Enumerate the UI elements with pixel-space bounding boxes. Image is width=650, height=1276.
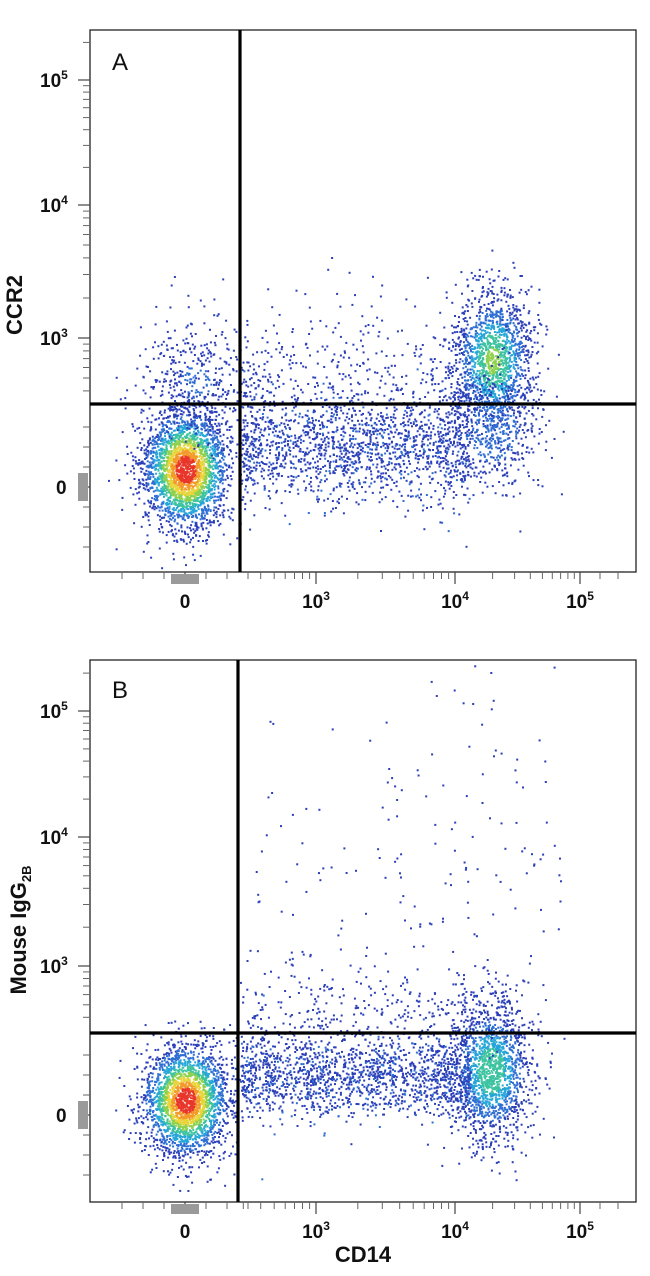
y-tick-base: 10	[40, 957, 61, 978]
x-tick-base: 10	[302, 592, 323, 613]
x-tick-label: 0	[180, 592, 191, 613]
dot-cluster-negative-population	[115, 1020, 263, 1192]
panel-b-x-axis-title: CD14	[335, 1242, 392, 1267]
y-tick-base: 0	[56, 1106, 67, 1127]
y-tick-label: 103	[40, 326, 68, 350]
y-tick-base: 10	[40, 71, 61, 92]
y-tick-label: 0	[56, 1106, 67, 1127]
x-tick-base: 10	[566, 1222, 587, 1243]
panel-b-y-axis-title-sub: 2B	[19, 865, 34, 882]
x-tick-exponent: 4	[462, 1219, 469, 1233]
x-tick-label: 104	[441, 1219, 469, 1243]
y-tick-label: 103	[40, 954, 68, 978]
x-tick-label: 105	[566, 1219, 594, 1243]
x-tick-exponent: 5	[587, 1219, 594, 1233]
dot-cluster-sparse-high-events	[255, 695, 562, 1154]
y-tick-base: 10	[40, 329, 61, 350]
x-tick-label: 104	[441, 589, 469, 613]
y-tick-exponent: 4	[61, 825, 68, 839]
panel-a-letter: A	[112, 49, 128, 76]
x-tick-base: 10	[441, 592, 462, 613]
x-tick-base: 10	[441, 1222, 462, 1243]
y-axis-zero-marker	[78, 473, 88, 501]
dot-cluster-negative-population	[108, 371, 271, 570]
y-tick-base: 0	[56, 478, 67, 499]
dot-cluster-intermediate-band	[240, 994, 472, 1181]
dot-cluster-sparse-top-events	[385, 665, 561, 933]
x-tick-base: 0	[180, 592, 191, 613]
panel-b-plot-frame	[89, 659, 637, 1203]
panel-a-dot-cloud	[108, 249, 565, 570]
x-tick-label: 0	[180, 1222, 191, 1243]
panel-b-y-axis-title-main: Mouse IgG	[6, 882, 31, 994]
dot-cluster-intermediate-band	[240, 368, 472, 533]
y-tick-exponent: 3	[61, 326, 68, 340]
y-tick-base: 10	[40, 828, 61, 849]
y-tick-exponent: 4	[61, 193, 68, 207]
dot-cluster-sparse-high-events	[295, 257, 541, 365]
panel-a-y-axis-title: CCR2	[2, 275, 27, 335]
y-tick-exponent: 3	[61, 954, 68, 968]
panel-a-plot-frame	[89, 29, 637, 573]
y-tick-label: 104	[40, 193, 68, 217]
x-tick-base: 10	[566, 592, 587, 613]
x-tick-exponent: 3	[323, 589, 330, 603]
x-tick-exponent: 4	[462, 589, 469, 603]
y-axis-zero-marker	[78, 1101, 88, 1129]
panel-b-dot-cloud	[115, 665, 566, 1192]
dot-cluster-intermediate-upper	[240, 935, 522, 1082]
x-tick-exponent: 3	[323, 1219, 330, 1233]
x-tick-base: 0	[180, 1222, 191, 1243]
x-axis-zero-marker	[171, 1204, 199, 1214]
y-tick-label: 105	[40, 699, 68, 723]
x-axis-zero-marker	[171, 574, 199, 584]
y-tick-exponent: 5	[61, 68, 68, 82]
y-tick-base: 10	[40, 196, 61, 217]
dot-cluster-positive-population	[424, 249, 560, 465]
y-tick-label: 0	[56, 478, 67, 499]
x-tick-label: 103	[302, 1219, 330, 1243]
x-tick-label: 105	[566, 589, 594, 613]
x-tick-label: 103	[302, 589, 330, 613]
panel-b-y-axis-title: Mouse IgG2B	[6, 865, 34, 994]
panel-b-letter: B	[112, 677, 128, 704]
y-tick-label: 104	[40, 825, 68, 849]
y-tick-exponent: 5	[61, 699, 68, 713]
y-tick-base: 10	[40, 702, 61, 723]
y-tick-label: 105	[40, 68, 68, 92]
x-tick-base: 10	[302, 1222, 323, 1243]
x-tick-exponent: 5	[587, 589, 594, 603]
